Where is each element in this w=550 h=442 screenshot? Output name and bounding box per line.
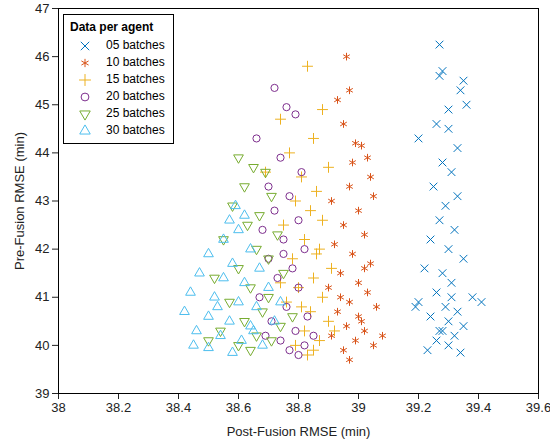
svg-text:38.2: 38.2 — [106, 400, 131, 415]
svg-text:46: 46 — [35, 49, 49, 64]
svg-text:40: 40 — [35, 338, 49, 353]
svg-text:41: 41 — [35, 289, 49, 304]
svg-text:38.4: 38.4 — [166, 400, 191, 415]
svg-text:39: 39 — [35, 386, 49, 401]
html-text:15 batches: 15 batches — [106, 72, 165, 86]
svg-text:47: 47 — [35, 1, 49, 16]
svg-text:43: 43 — [35, 193, 49, 208]
svg-text:38.8: 38.8 — [286, 400, 311, 415]
svg-text:39.2: 39.2 — [406, 400, 431, 415]
svg-text:45: 45 — [35, 97, 49, 112]
svg-text:Post-Fusion RMSE (min): Post-Fusion RMSE (min) — [227, 424, 371, 439]
svg-text:38.6: 38.6 — [226, 400, 251, 415]
html-text:20 batches: 20 batches — [106, 89, 165, 103]
svg-text:44: 44 — [35, 145, 49, 160]
svg-text:38: 38 — [51, 400, 65, 415]
svg-text:39.6: 39.6 — [526, 400, 550, 415]
html-text:25 batches: 25 batches — [106, 106, 165, 120]
svg-text:39: 39 — [351, 400, 365, 415]
svg-text:39.4: 39.4 — [466, 400, 491, 415]
svg-text:42: 42 — [35, 241, 49, 256]
html-text:05 batches: 05 batches — [106, 38, 165, 52]
html-text:10 batches: 10 batches — [106, 55, 165, 69]
html-text:Data per agent: Data per agent — [70, 20, 154, 34]
html-text:30 batches: 30 batches — [106, 123, 165, 137]
svg-text:Pre-Fusion RMSE (min): Pre-Fusion RMSE (min) — [12, 132, 27, 270]
